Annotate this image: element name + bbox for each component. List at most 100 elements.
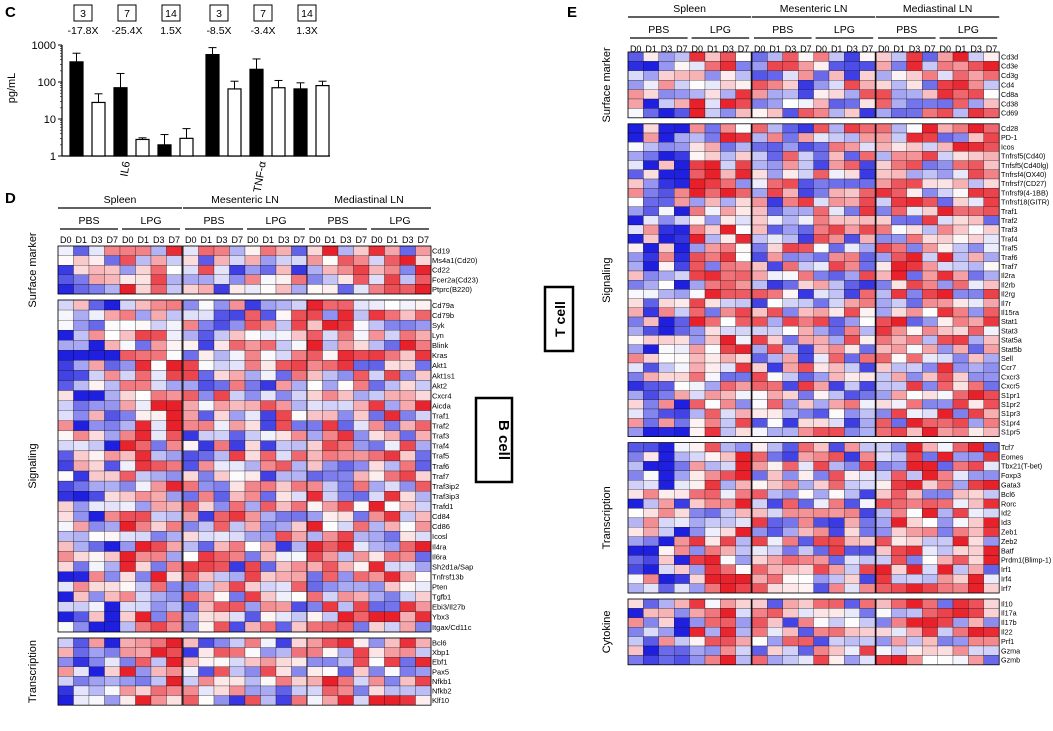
heatmap-cell xyxy=(166,571,183,582)
heatmap-cell xyxy=(291,541,308,552)
heatmap-cell xyxy=(627,408,644,419)
heatmap-cell xyxy=(415,571,432,582)
heatmap-cell xyxy=(244,330,261,341)
heatmap-cell xyxy=(767,270,783,281)
heatmap-cell xyxy=(306,350,323,361)
heatmap-cell xyxy=(119,265,136,275)
heatmap-cell xyxy=(166,521,183,532)
gene-label: Zeb2 xyxy=(1001,537,1017,546)
heatmap-cell xyxy=(983,70,1000,81)
heatmap-cell xyxy=(922,280,938,290)
heatmap-cell xyxy=(658,224,675,235)
heatmap-cell xyxy=(658,243,675,253)
heatmap-cell xyxy=(689,261,706,272)
heatmap-cell xyxy=(859,461,876,471)
heatmap-cell xyxy=(306,430,323,441)
heatmap-cell xyxy=(689,408,706,419)
heatmap-cell xyxy=(937,108,954,118)
heatmap-cell xyxy=(88,255,105,266)
heatmap-cell xyxy=(735,61,752,71)
heatmap-cell xyxy=(813,98,830,109)
heatmap-cell xyxy=(260,561,277,572)
heatmap-cell xyxy=(229,340,246,351)
heatmap-cell xyxy=(150,430,167,441)
heatmap-cell xyxy=(104,541,121,552)
heatmap-cell xyxy=(751,598,768,609)
heatmap-cell xyxy=(952,427,969,437)
heatmap-cell xyxy=(751,261,768,272)
heatmap-cell xyxy=(73,571,90,582)
heatmap-cell xyxy=(767,545,783,556)
heatmap-cell xyxy=(983,123,1000,134)
heatmap-cell xyxy=(828,461,845,471)
heatmap-cell xyxy=(689,206,706,216)
heatmap-cell xyxy=(627,508,644,518)
heatmap-cell xyxy=(643,123,659,134)
heatmap-cell xyxy=(399,370,416,381)
heatmap-cell xyxy=(627,261,644,272)
heatmap-cell xyxy=(813,608,830,618)
heatmap-cell xyxy=(782,70,799,81)
heatmap-cell xyxy=(306,581,323,592)
heatmap-cell xyxy=(906,408,923,419)
heatmap-cell xyxy=(337,370,354,381)
heatmap-cell xyxy=(767,408,783,419)
heatmap-cell xyxy=(119,666,136,677)
heatmap-cell xyxy=(798,224,814,235)
heatmap-cell xyxy=(844,564,860,575)
heatmap-cell xyxy=(306,601,323,612)
heatmap-cell xyxy=(57,685,74,696)
gene-label: Trafd1 xyxy=(432,502,453,511)
heatmap-cell xyxy=(859,608,876,618)
y-tick-label: 1 xyxy=(50,151,56,163)
heatmap-cell xyxy=(306,420,323,431)
heatmap-cell xyxy=(859,489,876,500)
heatmap-cell xyxy=(322,657,339,667)
heatmap-cell xyxy=(767,555,783,565)
heatmap-cell xyxy=(952,390,969,400)
heatmap-cell xyxy=(751,252,768,262)
heatmap-cell xyxy=(891,243,907,253)
heatmap-cell xyxy=(260,521,277,532)
bar-il6-2 xyxy=(113,87,128,157)
heatmap-cell xyxy=(135,420,152,431)
heatmap-cell xyxy=(952,636,969,647)
heatmap-cell xyxy=(260,380,277,391)
heatmap-cell xyxy=(782,169,799,180)
heatmap-cell xyxy=(735,608,752,618)
heatmap-cell xyxy=(751,390,768,400)
heatmap-cell xyxy=(767,108,783,118)
heatmap-cell xyxy=(322,330,339,341)
heatmap-cell xyxy=(875,80,892,90)
heatmap-cell xyxy=(782,215,799,226)
heatmap-cell xyxy=(627,70,644,81)
fold-change-label: -25.4X xyxy=(112,25,143,37)
heatmap-cell xyxy=(244,360,261,371)
heatmap-cell xyxy=(813,617,830,628)
heatmap-cell xyxy=(674,178,690,189)
heatmap-cell xyxy=(260,284,277,295)
heatmap-cell xyxy=(291,695,308,706)
heatmap-cell xyxy=(751,564,768,575)
heatmap-cell xyxy=(260,265,277,275)
heatmap-cell xyxy=(906,427,923,437)
heatmap-cell xyxy=(104,284,121,295)
heatmap-cell xyxy=(735,243,752,253)
heatmap-cell xyxy=(275,666,292,677)
heatmap-cell xyxy=(859,598,876,609)
heatmap-cell xyxy=(937,335,954,345)
heatmap-cell xyxy=(88,400,105,411)
heatmap-cell xyxy=(875,98,892,109)
heatmap-cell xyxy=(674,142,690,152)
heatmap-cell xyxy=(119,245,136,256)
heatmap-cell xyxy=(674,564,690,575)
heatmap-cell xyxy=(244,676,261,687)
heatmap-cell xyxy=(828,390,845,400)
heatmap-cell xyxy=(368,541,385,552)
heatmap-cell xyxy=(735,498,752,509)
heatmap-cell xyxy=(399,390,416,401)
heatmap-cell xyxy=(260,255,277,266)
heatmap-cell xyxy=(735,51,752,62)
heatmap-cell xyxy=(57,450,74,462)
heatmap-cell xyxy=(135,440,152,452)
